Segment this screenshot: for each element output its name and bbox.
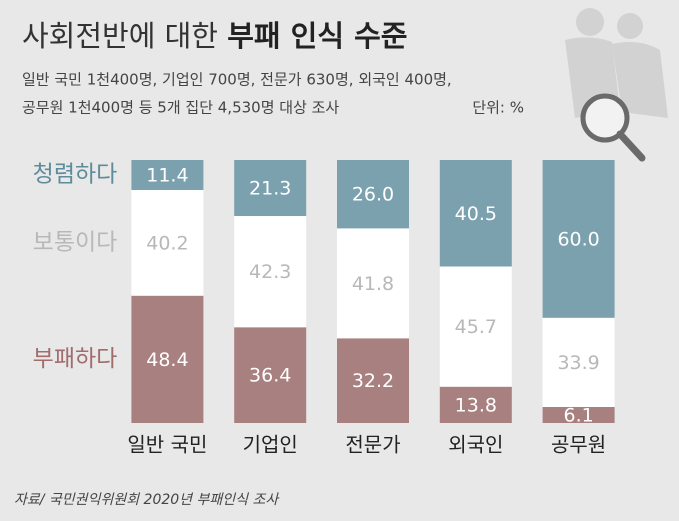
value-label: 42.3 xyxy=(249,261,291,283)
legend-label: 청렴하다 xyxy=(33,161,118,187)
bar-segment xyxy=(542,160,615,318)
source: 자료/ 국민권익위원회 2020년 부패인식 조사 xyxy=(14,492,280,508)
bar-segment xyxy=(337,160,409,229)
value-label: 32.2 xyxy=(352,370,394,392)
bar-segment xyxy=(131,189,204,296)
value-label: 48.4 xyxy=(146,349,188,371)
value-label: 13.8 xyxy=(455,394,497,416)
subtitle: 공무원 1천400명 등 5개 집단 4,530명 대상 조사 xyxy=(22,99,339,117)
bar-segment xyxy=(337,338,409,423)
chart-title: 사회전반에 대한 부패 인식 수준 xyxy=(22,19,407,53)
x-tick-label: 외국인 xyxy=(448,433,503,457)
unit: 단위: % xyxy=(472,99,524,117)
value-label: 45.7 xyxy=(455,316,497,338)
bar-segment xyxy=(337,228,409,339)
value-label: 33.9 xyxy=(557,352,599,374)
value-label: 41.8 xyxy=(352,273,394,295)
bar-segment xyxy=(234,327,307,423)
value-label: 6.1 xyxy=(563,404,593,426)
title-part: 사회전반에 대한 xyxy=(22,19,218,53)
bar-segment xyxy=(439,266,512,387)
bar-segment xyxy=(131,160,204,190)
value-label: 40.2 xyxy=(146,232,188,254)
x-tick-label: 공무원 xyxy=(551,433,606,457)
legend-label: 부패하다 xyxy=(33,346,118,372)
x-tick-label: 전문가 xyxy=(345,433,400,457)
bar-segment xyxy=(542,317,615,407)
magnifier xyxy=(580,93,646,162)
subtitle: 일반 국민 1천400명, 기업인 700명, 전문가 630명, 외국인 40… xyxy=(22,71,452,89)
value-label: 60.0 xyxy=(557,228,599,250)
legend-label: 보통이다 xyxy=(33,229,118,255)
title-part: 부패 인식 수준 xyxy=(227,19,407,53)
bar-segment xyxy=(234,216,307,328)
x-tick-label: 기업인 xyxy=(243,433,298,457)
value-label: 26.0 xyxy=(352,184,394,206)
bar-segment xyxy=(234,160,307,217)
bar-segment xyxy=(131,295,204,423)
value-label: 40.5 xyxy=(455,203,497,225)
bar-segment xyxy=(439,386,512,423)
x-tick-label: 일반 국민 xyxy=(127,433,207,457)
bar-segment xyxy=(439,160,512,267)
value-label: 11.4 xyxy=(146,164,188,186)
bar-segment xyxy=(542,406,615,423)
value-label: 21.3 xyxy=(249,178,291,200)
value-label: 36.4 xyxy=(249,365,291,387)
